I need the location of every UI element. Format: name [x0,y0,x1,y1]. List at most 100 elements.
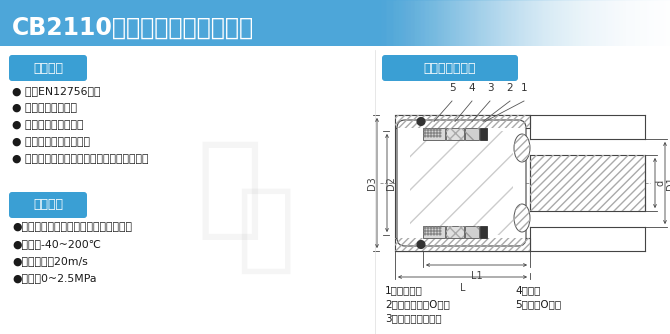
Bar [383,0,384,46]
Bar [480,128,487,140]
Bar [452,0,453,46]
Bar [578,0,579,46]
Bar [504,0,505,46]
Bar [551,0,552,46]
Bar [392,0,393,46]
Bar [616,0,617,46]
Bar [520,0,521,46]
Bar [410,0,411,46]
Bar [506,0,507,46]
Bar [463,0,464,46]
Bar [412,0,413,46]
Bar [404,0,405,46]
Text: ● 广泛用于高、低温介质: ● 广泛用于高、低温介质 [12,137,90,147]
Circle shape [433,129,435,131]
Bar [545,0,546,46]
Bar [542,0,543,46]
Bar [557,0,558,46]
Circle shape [424,132,426,134]
Circle shape [433,230,435,232]
Bar [564,0,565,46]
Bar [639,0,640,46]
Text: 2: 2 [507,83,513,93]
Bar [465,0,466,46]
Bar [480,226,487,238]
Text: 川: 川 [197,137,263,243]
Bar [479,0,480,46]
Bar [451,0,452,46]
Bar [661,0,662,46]
Bar [371,0,372,46]
Bar [624,0,625,46]
Bar [498,0,499,46]
Circle shape [427,227,429,229]
Bar [395,0,396,46]
Text: D2: D2 [386,176,396,190]
Bar [515,0,516,46]
FancyBboxPatch shape [9,192,87,218]
Circle shape [440,227,441,229]
Bar [432,0,433,46]
Bar [472,0,473,46]
Text: ● 广泛用于泵、反应釜、离心机等旋转轴密封: ● 广泛用于泵、反应釜、离心机等旋转轴密封 [12,154,149,164]
Bar [407,0,408,46]
Bar [652,0,653,46]
Bar [401,0,402,46]
Bar [571,0,572,46]
Bar [395,128,405,238]
Bar [593,0,594,46]
Bar [425,0,426,46]
Bar [541,0,542,46]
Bar [525,0,526,46]
Bar [441,0,442,46]
Bar [531,0,532,46]
Bar [610,0,611,46]
Text: 4: 4 [469,83,475,93]
Circle shape [436,230,438,232]
Bar [470,0,471,46]
Bar [544,0,545,46]
Circle shape [424,227,426,229]
Bar [540,0,541,46]
Bar [442,0,443,46]
Circle shape [430,129,431,131]
Bar [416,0,417,46]
Bar [587,0,588,46]
Bar [665,0,666,46]
Bar [646,0,647,46]
Bar [633,0,634,46]
Bar [558,0,559,46]
Text: 5、静环O形圈: 5、静环O形圈 [515,299,561,309]
Bar [449,0,450,46]
Bar [572,0,573,46]
Circle shape [424,233,426,235]
Bar [418,0,419,46]
Bar [483,0,484,46]
Bar [419,0,420,46]
Bar [603,0,604,46]
Bar [612,0,613,46]
Bar [439,0,440,46]
Circle shape [436,233,438,235]
Bar [581,0,582,46]
Bar [378,0,379,46]
Bar [453,0,454,46]
Bar [596,0,597,46]
Bar [387,0,388,46]
FancyBboxPatch shape [9,55,87,81]
Bar [592,0,593,46]
Text: 1: 1 [521,83,527,93]
Bar [594,0,595,46]
Bar [446,128,464,140]
Bar [485,0,486,46]
Bar [591,0,592,46]
Bar [647,0,648,46]
Bar [490,0,491,46]
FancyBboxPatch shape [397,120,526,246]
Circle shape [440,135,441,137]
Bar [637,0,638,46]
Bar [532,0,533,46]
Text: 适用工况: 适用工况 [33,198,63,211]
Bar [517,0,518,46]
Bar [600,0,601,46]
